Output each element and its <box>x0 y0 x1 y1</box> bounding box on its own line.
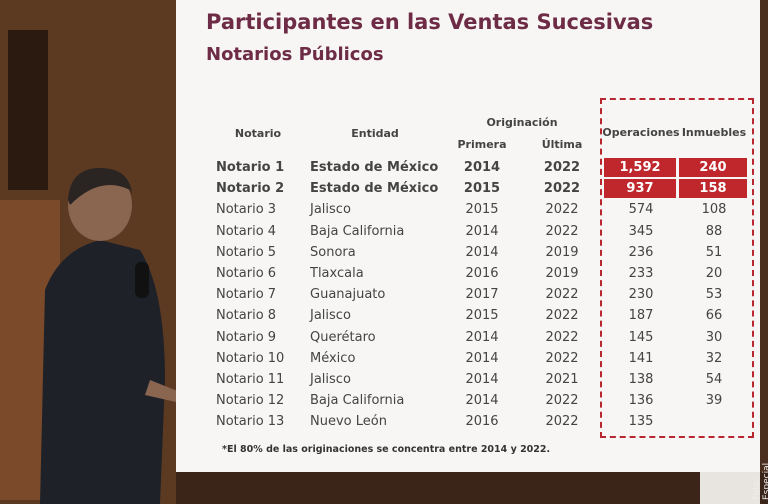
table-cell: México <box>310 350 356 366</box>
table-cell: 233 <box>628 266 654 281</box>
column-header: Inmuebles <box>681 126 747 139</box>
table-cell: 32 <box>705 350 723 366</box>
table-cell: 2022 <box>545 308 579 324</box>
slide <box>176 0 760 472</box>
table-cell: 138 <box>628 372 654 387</box>
table-cell: Notario 13 <box>216 414 285 430</box>
table-cell: 53 <box>705 287 723 303</box>
table-cell: 1,592 <box>604 158 676 177</box>
table-cell: 2014 <box>465 329 499 345</box>
table-cell: 2016 <box>465 266 499 281</box>
highlight-box <box>600 98 754 438</box>
table-cell: 135 <box>628 414 654 430</box>
table-cell: Estado de México <box>310 181 439 197</box>
table-cell: 39 <box>705 393 723 409</box>
table-cell: 2015 <box>465 202 499 218</box>
table-cell: 2022 <box>545 202 579 218</box>
column-header: Operaciones <box>602 126 680 139</box>
table-cell: 2022 <box>545 350 579 366</box>
table-cell: 2022 <box>543 181 581 197</box>
table-cell: 187 <box>628 308 654 324</box>
table-cell: Jalisco <box>310 308 351 324</box>
table-cell: Querétaro <box>310 329 376 345</box>
table-cell: 2017 <box>465 287 499 303</box>
table-cell: 2022 <box>545 329 579 345</box>
table-cell: 2014 <box>465 244 499 260</box>
column-header: Notario <box>234 127 282 140</box>
table-cell: 54 <box>705 372 723 387</box>
table-cell: 2022 <box>545 223 579 239</box>
table-cell: 2015 <box>465 308 499 324</box>
group-header: Originación <box>486 116 558 129</box>
table-cell: 141 <box>628 350 654 366</box>
table-cell: 2021 <box>545 372 579 387</box>
table-cell: 2014 <box>463 160 501 175</box>
footnote: *El 80% de las originaciones se concentr… <box>222 444 551 455</box>
table-cell: 2019 <box>545 266 579 281</box>
table-cell: Notario 10 <box>216 350 285 366</box>
table-cell: Notario 1 <box>216 160 285 175</box>
table-cell: Baja California <box>310 393 405 409</box>
table-cell: 2022 <box>545 414 579 430</box>
column-header: Primera <box>457 138 507 151</box>
table-cell: 2022 <box>545 287 579 303</box>
table-cell: 2014 <box>465 223 499 239</box>
table-cell: Notario 4 <box>216 223 277 239</box>
table-cell: Tlaxcala <box>310 266 364 281</box>
table-cell: 51 <box>705 244 723 260</box>
table-cell: 230 <box>628 287 654 303</box>
table-cell: 20 <box>705 266 723 281</box>
table-cell: Baja California <box>310 223 405 239</box>
table-cell: 108 <box>701 202 727 218</box>
table-cell: Estado de México <box>310 160 439 175</box>
table-cell: 236 <box>628 244 654 260</box>
title: Participantes en las Ventas Sucesivas <box>206 10 654 34</box>
table-cell: 2014 <box>465 393 499 409</box>
subtitle: Notarios Públicos <box>206 44 384 65</box>
table-cell: 158 <box>679 179 747 199</box>
table-cell: 2015 <box>463 181 501 197</box>
table-cell: 2019 <box>545 244 579 260</box>
table-cell: Notario 5 <box>216 244 277 260</box>
table-cell: Notario 8 <box>216 308 277 324</box>
table-cell: 66 <box>705 308 723 324</box>
table-cell: 240 <box>679 158 747 177</box>
table-cell: Jalisco <box>310 372 351 387</box>
table-cell: Nuevo León <box>310 414 387 430</box>
table-cell: 574 <box>628 202 654 218</box>
table-cell: Notario 3 <box>216 202 277 218</box>
table-cell: 136 <box>628 393 654 409</box>
table-cell: Notario 7 <box>216 287 277 303</box>
table-cell: 2022 <box>545 393 579 409</box>
table-cell: Sonora <box>310 244 356 260</box>
table-cell: Notario 11 <box>216 372 285 387</box>
table-cell: 2014 <box>465 372 499 387</box>
table-cell: Notario 6 <box>216 266 277 281</box>
table-cell: Notario 12 <box>216 393 285 409</box>
column-header: Entidad <box>351 127 399 140</box>
table-cell: 345 <box>628 223 654 239</box>
table-cell: 2016 <box>465 414 499 430</box>
table-cell: Guanajuato <box>310 287 386 303</box>
table-cell: 30 <box>705 329 723 345</box>
table-cell: 937 <box>604 179 676 199</box>
table-cell: Jalisco <box>310 202 351 218</box>
table-cell: 145 <box>628 329 654 345</box>
table-cell: 2014 <box>465 350 499 366</box>
table-cell: Notario 2 <box>216 181 285 197</box>
table-cell: Notario 9 <box>216 329 277 345</box>
table-cell: 2022 <box>543 160 581 175</box>
photo-credit: Foto: Especial <box>752 462 768 500</box>
table-cell: 88 <box>705 223 723 239</box>
column-header: Última <box>541 138 583 151</box>
